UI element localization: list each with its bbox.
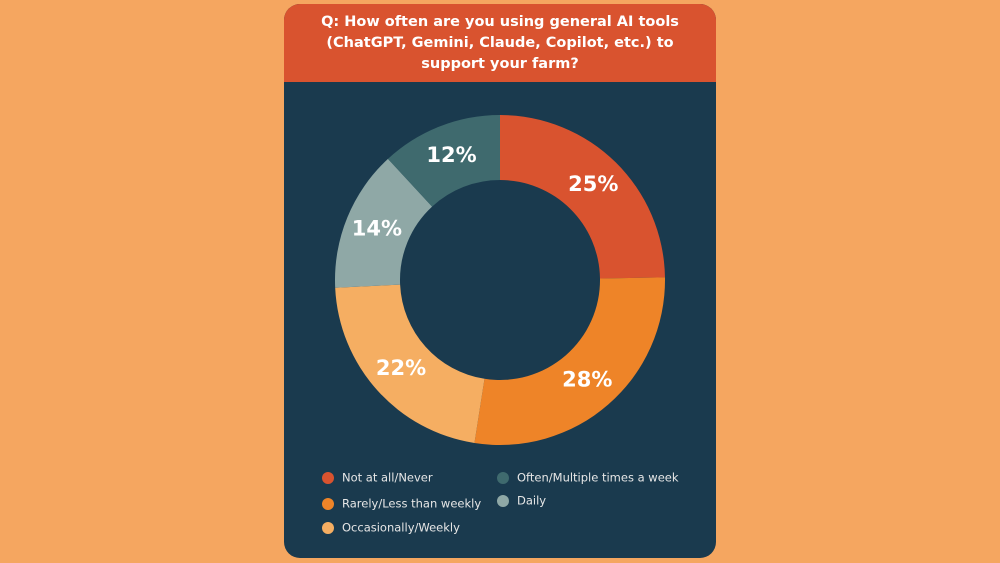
donut-slice — [474, 277, 665, 445]
donut-slice — [335, 158, 433, 288]
data-label: 28% — [562, 367, 612, 391]
data-label: 12% — [426, 143, 476, 167]
data-label: 22% — [376, 356, 426, 380]
legend-label: Occasionally/Weekly — [342, 521, 460, 535]
legend-swatch — [497, 472, 509, 484]
donut-slice — [387, 115, 500, 207]
donut-slice — [335, 284, 485, 444]
donut-slice — [500, 115, 665, 279]
data-label: 25% — [568, 172, 618, 196]
legend-label: Daily — [517, 494, 546, 508]
legend-swatch — [497, 495, 509, 507]
legend-swatch — [322, 498, 334, 510]
legend-swatch — [322, 522, 334, 534]
chart-title: Q: How often are you using general AI to… — [321, 13, 679, 72]
legend-swatch — [322, 472, 334, 484]
data-label: 14% — [352, 217, 402, 241]
header: Q: How often are you using general AI to… — [284, 4, 716, 82]
legend-label: Rarely/Less than weekly — [342, 497, 481, 511]
legend-label: Not at all/Never — [342, 471, 433, 485]
legend-label: Often/Multiple times a week — [517, 471, 679, 485]
